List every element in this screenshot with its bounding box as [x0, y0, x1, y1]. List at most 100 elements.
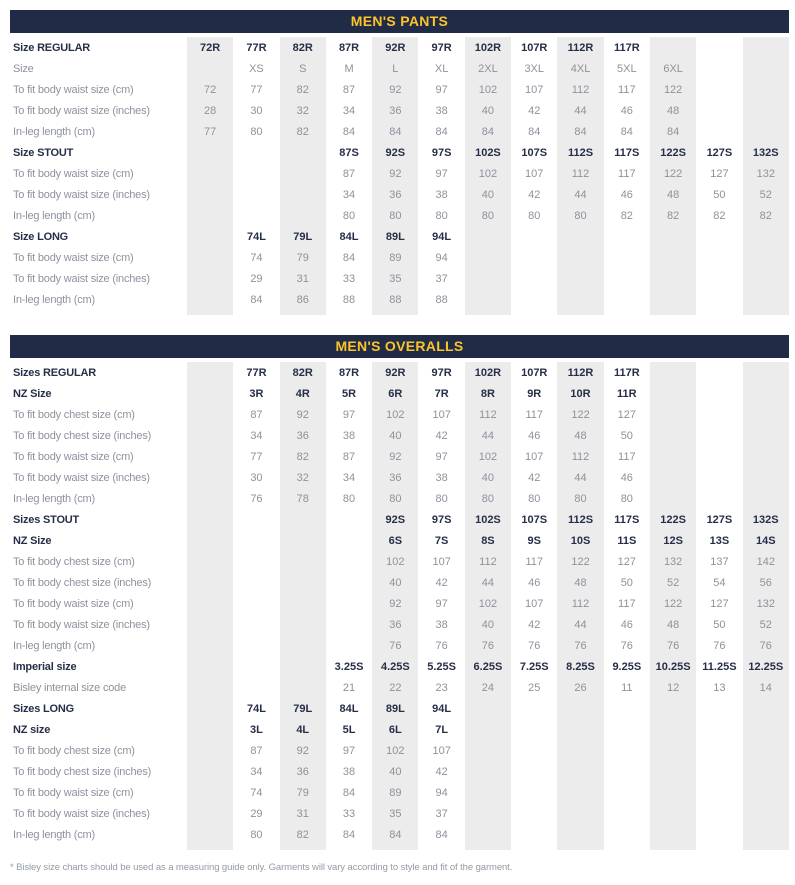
size-cell: 80 [464, 205, 512, 226]
size-cell: 107 [432, 744, 451, 757]
size-cell: 33 [342, 807, 356, 820]
size-cell: 50 [713, 618, 726, 631]
size-cell [604, 824, 650, 845]
size-cell [233, 530, 279, 551]
spacer-cell [649, 310, 697, 315]
size-cell: 31 [279, 268, 326, 289]
mens-pants-size-chart: MEN'S PANTS Size REGULAR 72R 77R 82R 87R 92R 9… [10, 10, 789, 315]
size-cell: 86 [279, 289, 326, 310]
size-cell [696, 404, 742, 425]
size-cell [464, 803, 512, 824]
size-cell: 79L [279, 226, 326, 247]
size-cell: 7R [434, 387, 449, 400]
size-cell: 102S [464, 142, 512, 163]
size-cell [326, 551, 372, 572]
size-cell: 32 [279, 467, 326, 488]
size-cell: 127S [706, 513, 733, 526]
size-cell: 92S [372, 142, 419, 163]
size-cell: 46 [528, 429, 541, 442]
size-cell: 112 [464, 404, 512, 425]
size-cell: 117 [618, 597, 636, 610]
row-label: Size REGULAR [13, 41, 91, 54]
size-cell: 3R [249, 387, 264, 400]
size-cell: 3L [250, 723, 263, 736]
size-cell: 40 [464, 614, 512, 635]
size-cell: 9.25S [612, 660, 642, 673]
size-cell [742, 268, 789, 289]
size-cell: 92R [372, 362, 419, 383]
size-cell: 84 [250, 293, 263, 306]
size-cell [696, 698, 742, 719]
size-cell: 80 [435, 209, 448, 222]
size-cell: 97S [431, 146, 452, 159]
size-cell: 54 [713, 576, 726, 589]
size-cell: 10R [557, 383, 604, 404]
size-cell: 117R [613, 41, 640, 54]
size-cell: 112R [557, 37, 604, 58]
table-row: Imperial size 3.25S 4.25S 5.25S 6.25S 7.25S 8.… [10, 656, 789, 677]
size-cell [696, 467, 742, 488]
size-cell: 6R [372, 383, 419, 404]
size-cell [696, 247, 742, 268]
size-cell [233, 142, 279, 163]
size-cell: 107 [432, 555, 451, 568]
size-cell: 97S [431, 513, 452, 526]
size-cell: 82 [279, 446, 326, 467]
size-cell: 92R [372, 37, 419, 58]
spacer-cell [372, 845, 419, 850]
table-row: In-leg length (cm) 77 80 82 84 84 84 84 84 84 84 84 [10, 121, 789, 142]
row-label: Bisley internal size code [13, 681, 127, 694]
row-label: In-leg length (cm) [13, 125, 95, 138]
size-cell: XS [249, 62, 264, 75]
size-cell: 112S [557, 142, 604, 163]
size-cell: 76 [435, 639, 448, 652]
size-cell: 6L [372, 719, 419, 740]
size-cell [233, 551, 279, 572]
size-cell: 132 [742, 593, 789, 614]
size-cell [279, 509, 326, 530]
size-cell [187, 446, 234, 467]
size-cell: 84 [342, 828, 356, 841]
size-cell [742, 226, 789, 247]
size-cell [649, 761, 697, 782]
size-cell [557, 824, 604, 845]
size-cell: 82R [279, 362, 326, 383]
spacer-cell [326, 845, 372, 850]
size-cell: 34 [342, 188, 356, 201]
size-cell: 40 [464, 467, 512, 488]
size-cell [511, 247, 557, 268]
size-cell [464, 226, 512, 247]
size-cell: 48 [557, 425, 604, 446]
size-cell: 84 [342, 786, 356, 799]
size-cell [279, 593, 326, 614]
size-cell: 82 [742, 205, 789, 226]
table-row: To fit body waist size (cm) 92 97 102 107 112… [10, 593, 789, 614]
size-cell: 42 [435, 576, 448, 589]
size-cell: 102 [372, 404, 419, 425]
table-row: Size STOUT 87S 92S 97S 102S 107S 112S 117S 122S 1… [10, 142, 789, 163]
table-row: To fit body waist size (inches) 28 30 32 34 3… [10, 100, 789, 121]
size-cell [696, 425, 742, 446]
size-cell: 44 [557, 614, 604, 635]
size-cell: 82 [713, 209, 726, 222]
size-cell: 80 [557, 488, 604, 509]
size-cell [279, 635, 326, 656]
size-cell: 87S [339, 146, 359, 159]
size-cell: 102 [372, 740, 419, 761]
table-row: Sizes LONG 74L 79L 84L 89L 94L [10, 698, 789, 719]
size-cell [187, 614, 234, 635]
size-cell: 97 [342, 744, 356, 757]
size-cell: 74L [246, 230, 266, 243]
size-cell: 107 [525, 167, 544, 180]
size-cell [649, 383, 697, 404]
size-cell [742, 698, 789, 719]
size-cell: 87 [342, 83, 356, 96]
size-cell [187, 268, 234, 289]
size-cell: 5XL [617, 62, 637, 75]
row-label: Sizes STOUT [13, 513, 80, 526]
size-cell: 102S [464, 509, 512, 530]
size-cell [742, 58, 789, 79]
size-cell: 29 [250, 807, 263, 820]
size-cell [696, 740, 742, 761]
size-cell [233, 205, 279, 226]
